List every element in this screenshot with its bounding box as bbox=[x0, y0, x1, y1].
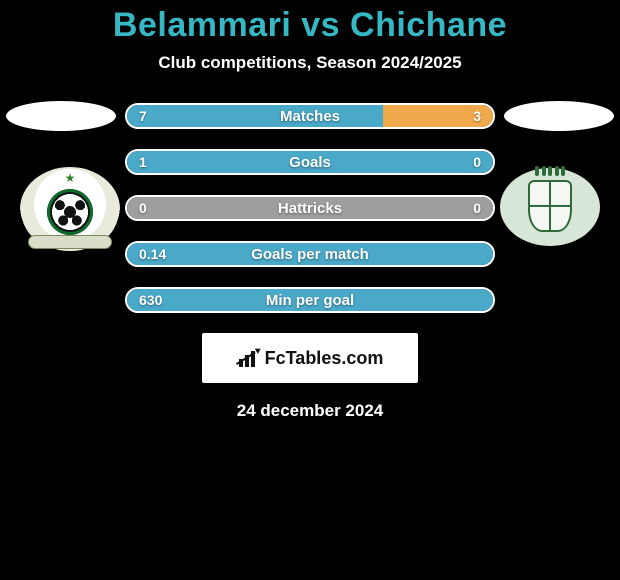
stat-label: Hattricks bbox=[127, 197, 493, 219]
date-text: 24 december 2024 bbox=[0, 401, 620, 421]
stat-value-right: 0 bbox=[473, 197, 481, 219]
stat-label: Matches bbox=[127, 105, 493, 127]
stat-row: Goals per match0.14 bbox=[125, 241, 495, 267]
subtitle: Club competitions, Season 2024/2025 bbox=[0, 53, 620, 73]
stat-value-left: 630 bbox=[139, 289, 162, 311]
stat-value-right: 3 bbox=[473, 105, 481, 127]
stat-value-right: 0 bbox=[473, 151, 481, 173]
comparison-bars: Matches73Goals10Hattricks00Goals per mat… bbox=[125, 103, 495, 313]
stat-value-left: 0.14 bbox=[139, 243, 166, 265]
chart-arrow-icon bbox=[237, 349, 259, 367]
stat-row: Min per goal630 bbox=[125, 287, 495, 313]
title-vs: vs bbox=[301, 6, 340, 44]
team-crest-left: ★ bbox=[20, 167, 120, 251]
ribbon-icon bbox=[28, 235, 112, 249]
stat-label: Min per goal bbox=[127, 289, 493, 311]
crest-left-graphic: ★ bbox=[20, 167, 120, 251]
soccer-ball-icon bbox=[47, 189, 93, 235]
logo-text: FcTables.com bbox=[265, 348, 384, 369]
title-left: Belammari bbox=[113, 6, 291, 44]
comparison-area: ★ Matches73Goals10Hattricks00Goals per m… bbox=[0, 103, 620, 421]
stat-label: Goals bbox=[127, 151, 493, 173]
stat-row: Matches7 3 bbox=[125, 103, 495, 129]
crown-icon bbox=[535, 166, 565, 176]
page-title: Belammari vs Chichane bbox=[0, 0, 620, 45]
stat-value-left: 0 bbox=[139, 197, 147, 219]
team-crest-right bbox=[500, 165, 600, 249]
stat-row: Hattricks0 0 bbox=[125, 195, 495, 221]
source-logo: FcTables.com bbox=[202, 333, 418, 383]
stat-label: Goals per match bbox=[127, 243, 493, 265]
star-icon: ★ bbox=[65, 171, 76, 185]
shield-icon bbox=[528, 180, 572, 232]
title-right: Chichane bbox=[350, 6, 507, 44]
stat-value-left: 7 bbox=[139, 105, 147, 127]
crest-right-graphic bbox=[500, 168, 600, 246]
stat-value-left: 1 bbox=[139, 151, 147, 173]
flag-ellipse-right bbox=[504, 101, 614, 131]
stat-row: Goals1 0 bbox=[125, 149, 495, 175]
flag-ellipse-left bbox=[6, 101, 116, 131]
